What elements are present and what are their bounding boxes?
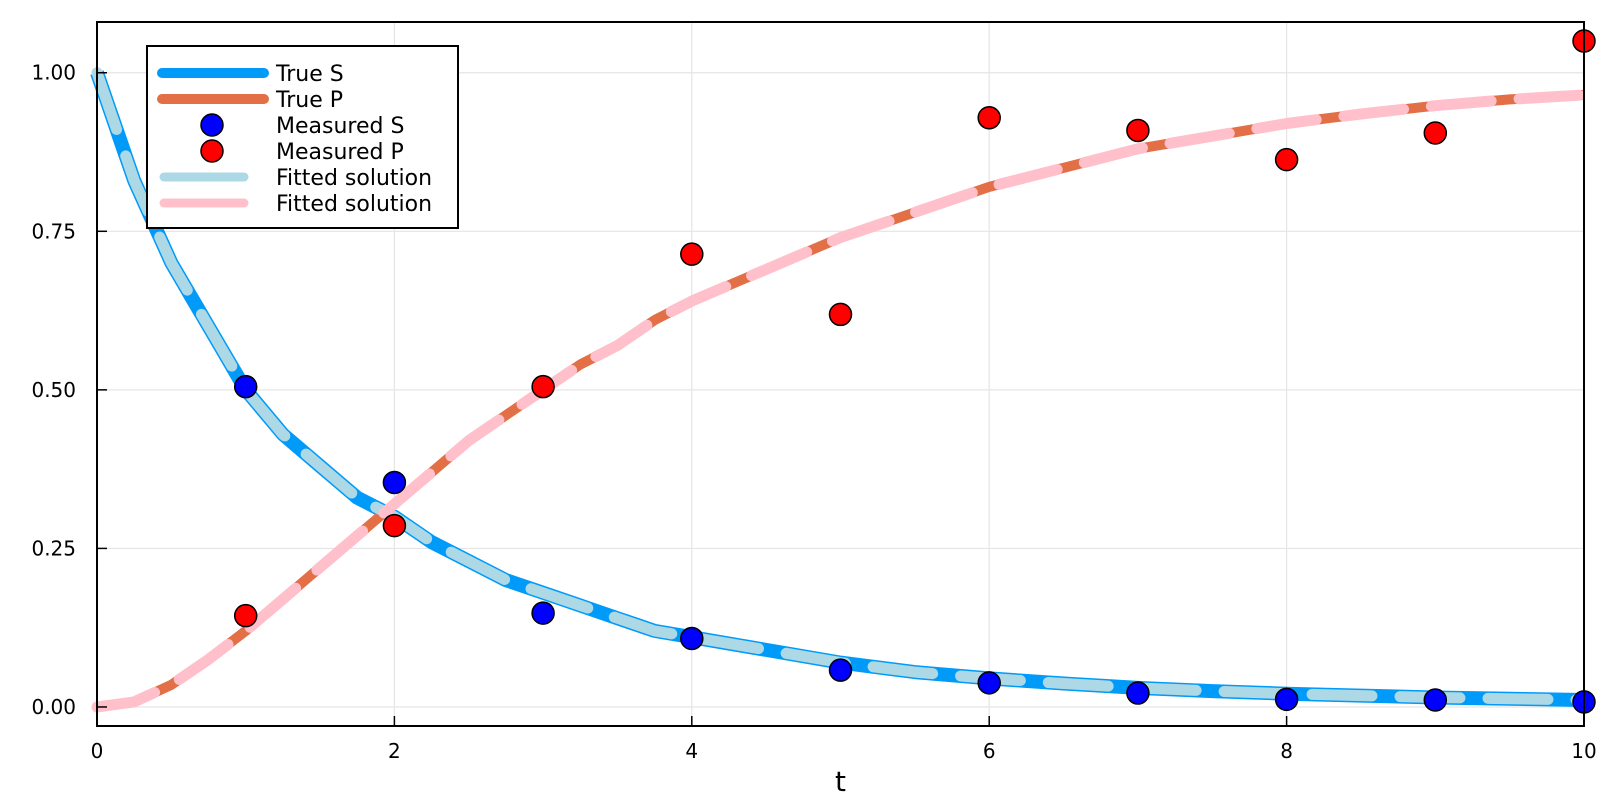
legend-label: Measured P	[276, 140, 404, 165]
x-tick-label: 6	[983, 739, 996, 763]
x-tick-label: 10	[1571, 739, 1596, 763]
plot-frame	[96, 21, 1585, 727]
x-tick-label: 2	[388, 739, 401, 763]
x-tick-label: 8	[1280, 739, 1293, 763]
measured-p-point	[1274, 147, 1299, 172]
measured-s-point	[680, 626, 704, 651]
measured-p-point	[680, 242, 704, 266]
x-tick-label: 4	[685, 739, 698, 763]
measured-p-point	[1423, 121, 1448, 145]
measured-p-point	[382, 513, 407, 538]
measured-p-point	[233, 603, 258, 628]
y-tick-label: 1.00	[31, 61, 76, 85]
y-tick-label: 0.75	[31, 219, 76, 243]
x-axis-title: t	[835, 765, 846, 798]
axes: 0 2 4 6 8 10 0.00 0.25 0.50 0.75 1.00	[31, 61, 1596, 763]
legend-label: True P	[275, 88, 343, 113]
fitted-p-line	[91, 89, 1590, 713]
measured-s-point	[531, 601, 555, 625]
measured-s-point	[977, 671, 1001, 695]
measured-s-point	[1423, 688, 1448, 712]
legend-label: True S	[275, 62, 344, 87]
y-tick-label: 0.25	[31, 536, 76, 560]
measured-p-legend-marker	[200, 139, 224, 163]
measured-p-point	[828, 302, 853, 327]
measured-p-point	[531, 374, 555, 399]
legend-label: Fitted solution	[276, 192, 432, 217]
measured-s-legend-marker	[200, 113, 224, 137]
measured-s-point	[233, 374, 258, 399]
y-tick-label: 0.00	[31, 695, 76, 719]
x-tick-label: 0	[91, 739, 104, 763]
fitted-s-line	[91, 67, 1590, 706]
measured-s-point	[1274, 687, 1299, 712]
measured-s-point	[382, 470, 407, 495]
measured-s-point	[828, 658, 853, 682]
legend-label: Measured S	[276, 114, 404, 139]
plot-area	[90, 29, 1596, 714]
measured-p-point	[1126, 118, 1150, 143]
measured-p-point	[977, 106, 1001, 130]
y-tick-label: 0.50	[31, 378, 76, 402]
measured-s-point	[1126, 681, 1150, 705]
legend-label: Fitted solution	[276, 166, 432, 191]
